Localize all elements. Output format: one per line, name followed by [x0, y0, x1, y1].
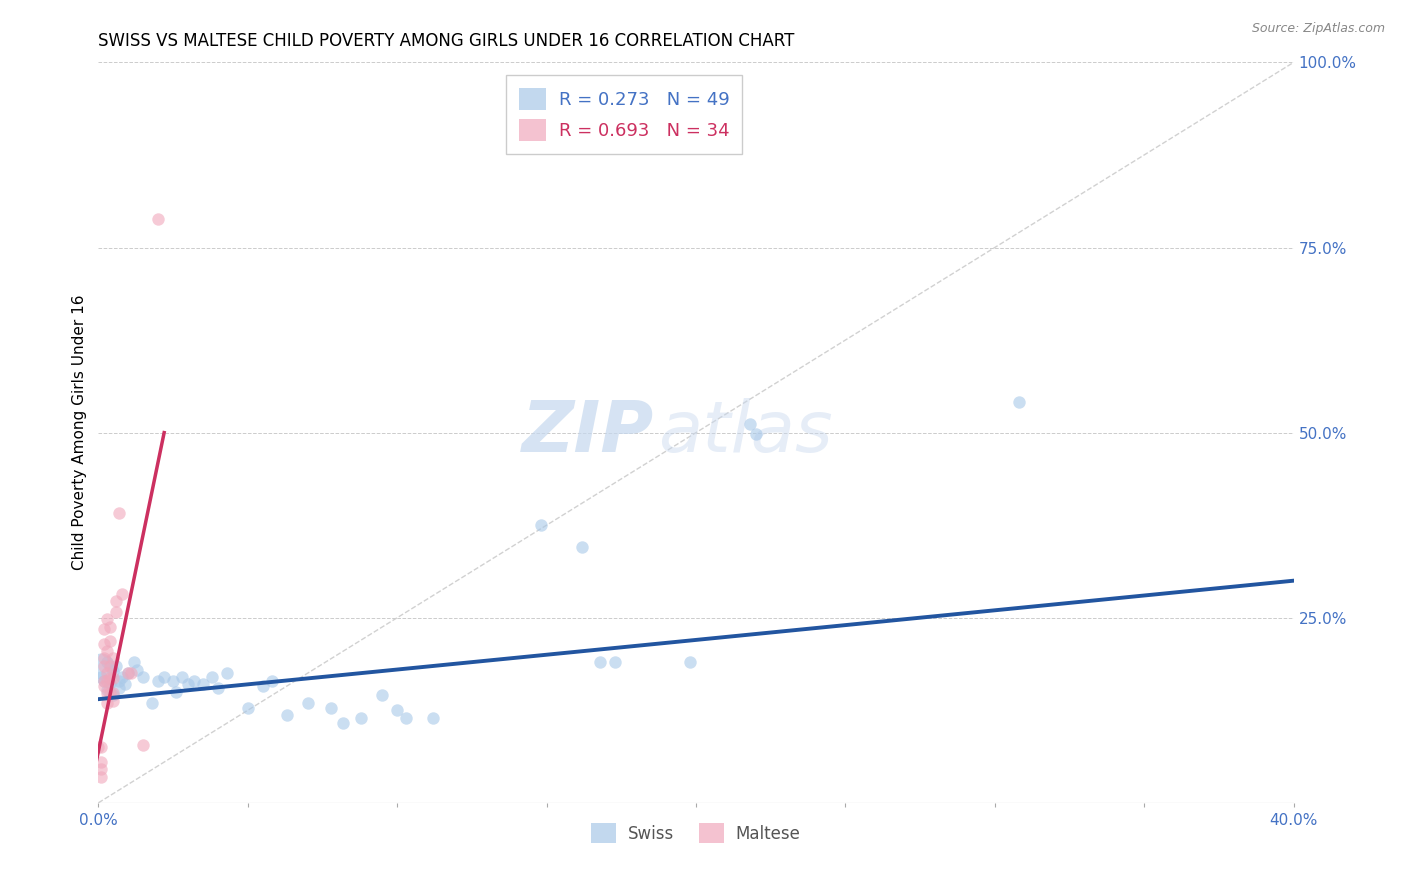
Point: [148, 212, 170, 227]
Point: [172, 670, 194, 684]
Point: [124, 655, 146, 669]
Point: [395, 711, 418, 725]
Point: [260, 673, 283, 688]
Point: [183, 673, 205, 688]
Point: [105, 605, 128, 619]
Point: [153, 670, 176, 684]
Point: [148, 673, 170, 688]
Point: [90, 740, 112, 755]
Point: [90, 670, 112, 684]
Point: [90, 770, 112, 784]
Point: [530, 518, 553, 533]
Point: [117, 666, 139, 681]
Point: [191, 677, 214, 691]
Point: [98, 676, 122, 690]
Point: [141, 696, 163, 710]
Point: [120, 666, 142, 681]
Text: SWISS VS MALTESE CHILD POVERTY AMONG GIRLS UNDER 16 CORRELATION CHART: SWISS VS MALTESE CHILD POVERTY AMONG GIR…: [98, 32, 794, 50]
Point: [103, 664, 125, 678]
Point: [332, 715, 354, 730]
Point: [236, 701, 259, 715]
Point: [96, 683, 118, 698]
Point: [132, 670, 155, 684]
Point: [177, 677, 200, 691]
Point: [96, 644, 118, 658]
Point: [93, 637, 115, 651]
Point: [96, 696, 118, 710]
Point: [207, 681, 229, 695]
Point: [108, 506, 131, 520]
Point: [422, 711, 444, 725]
Point: [98, 686, 122, 700]
Point: [90, 763, 112, 777]
Text: ZIP: ZIP: [522, 398, 654, 467]
Y-axis label: Child Poverty Among Girls Under 16: Child Poverty Among Girls Under 16: [72, 295, 87, 570]
Point: [90, 755, 112, 769]
Point: [589, 655, 612, 669]
Point: [127, 663, 149, 677]
Point: [103, 686, 125, 700]
Point: [108, 673, 131, 688]
Point: [108, 681, 131, 695]
Point: [605, 655, 627, 669]
Point: [93, 622, 115, 636]
Point: [93, 673, 115, 688]
Point: [103, 651, 125, 665]
Point: [98, 658, 122, 673]
Point: [96, 673, 118, 688]
Point: [90, 658, 112, 673]
Text: atlas: atlas: [658, 398, 832, 467]
Point: [96, 666, 118, 681]
Point: [98, 634, 122, 648]
Point: [103, 672, 125, 686]
Point: [103, 693, 125, 707]
Point: [1008, 394, 1031, 409]
Point: [103, 689, 125, 703]
Point: [96, 655, 118, 669]
Point: [321, 701, 343, 715]
Point: [105, 658, 128, 673]
Point: [93, 679, 115, 693]
Point: [276, 708, 298, 723]
Point: [98, 619, 122, 633]
Point: [111, 587, 134, 601]
Point: [98, 672, 122, 686]
Point: [201, 670, 224, 684]
Point: [114, 677, 136, 691]
Point: [87, 740, 110, 755]
Point: [93, 673, 115, 688]
Point: [745, 427, 768, 442]
Point: [738, 417, 761, 431]
Point: [96, 686, 118, 700]
Point: [117, 666, 139, 681]
Point: [165, 685, 187, 699]
Point: [111, 670, 134, 684]
Point: [350, 711, 373, 725]
Point: [385, 703, 409, 717]
Point: [679, 655, 702, 669]
Point: [571, 541, 593, 555]
Point: [162, 673, 184, 688]
Point: [105, 594, 128, 608]
Point: [132, 738, 155, 752]
Point: [215, 666, 238, 681]
Point: [96, 612, 118, 626]
Point: [297, 696, 319, 710]
Point: [252, 679, 274, 693]
Text: Source: ZipAtlas.com: Source: ZipAtlas.com: [1251, 22, 1385, 36]
Legend: Swiss, Maltese: Swiss, Maltese: [585, 816, 807, 850]
Point: [93, 651, 115, 665]
Point: [371, 689, 394, 703]
Point: [93, 658, 115, 673]
